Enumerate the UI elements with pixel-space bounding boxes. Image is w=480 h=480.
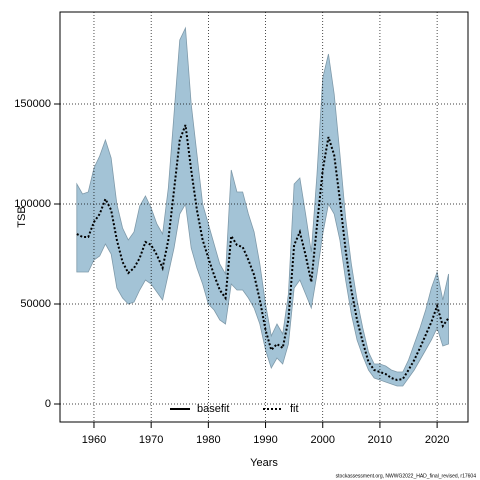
x-tick-label: 1960 bbox=[82, 434, 106, 446]
y-tick-label: 100000 bbox=[14, 198, 51, 210]
plot-frame bbox=[59, 11, 469, 423]
x-tick-label: 2020 bbox=[425, 434, 449, 446]
x-tick-label: 1970 bbox=[139, 434, 163, 446]
y-tick-label: 150000 bbox=[14, 98, 51, 110]
legend-label: basefit bbox=[197, 403, 229, 415]
x-tick-label: 1980 bbox=[196, 434, 220, 446]
x-tick-label: 1990 bbox=[253, 434, 277, 446]
y-tick-label: 50000 bbox=[20, 298, 51, 310]
fit-line bbox=[76, 124, 450, 382]
x-axis-label: Years bbox=[250, 457, 278, 469]
confidence-band bbox=[76, 26, 449, 387]
x-tick-label: 2000 bbox=[310, 434, 334, 446]
x-tick-label: 2010 bbox=[368, 434, 392, 446]
y-tick-label: 0 bbox=[45, 398, 51, 410]
y-axis-label: TSB bbox=[16, 206, 28, 227]
legend-label: fit bbox=[290, 403, 299, 415]
footnote: stockassessment.org, NWWG2022_HAD_final_… bbox=[336, 473, 477, 479]
